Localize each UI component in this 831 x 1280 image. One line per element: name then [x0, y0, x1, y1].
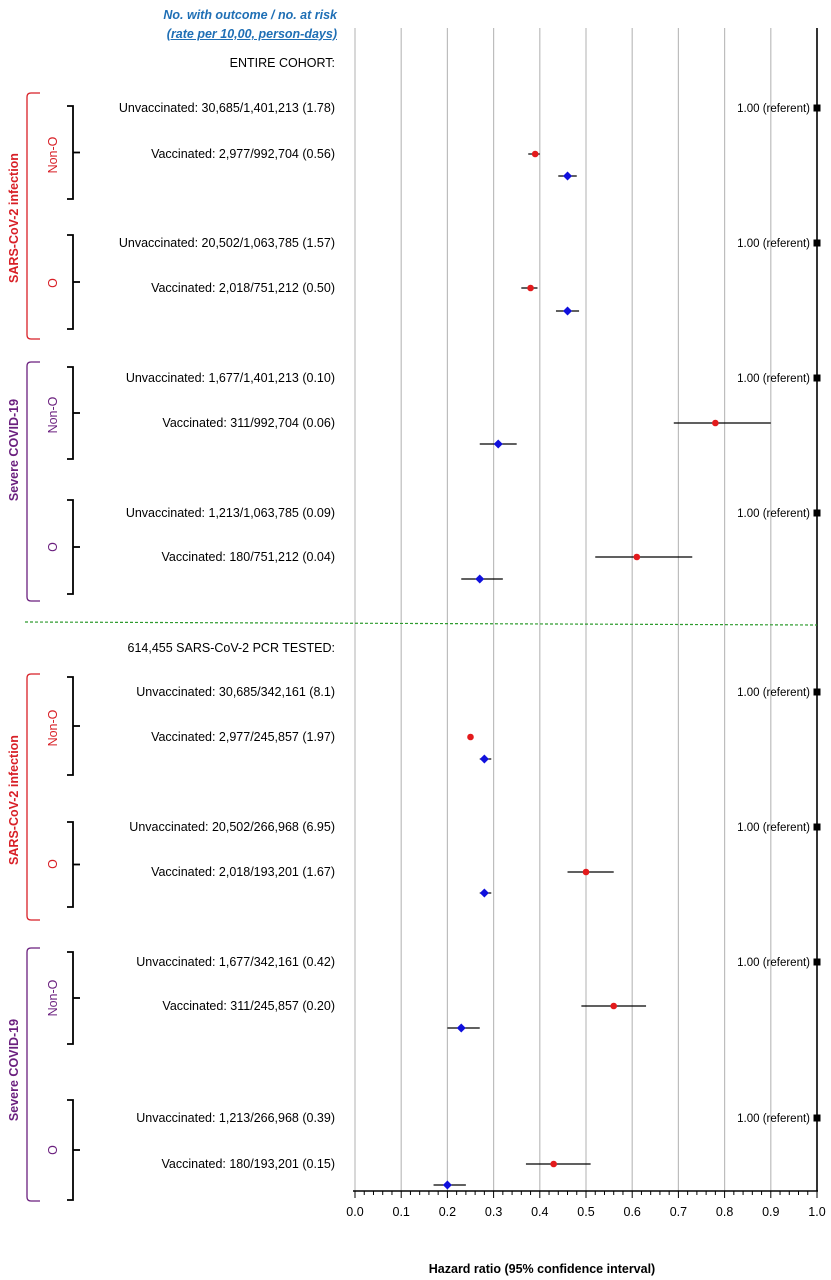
vaccinated-row-label: Vaccinated: 180/751,212 (0.04): [161, 550, 335, 564]
hr-marker-red: [633, 553, 641, 561]
referent-marker: [813, 688, 821, 696]
group-bracket: [67, 821, 74, 908]
section-title: ENTIRE COHORT:: [230, 56, 335, 70]
rate-header-line2: (rate per 10,00, person-days): [166, 27, 337, 41]
hr-marker-red: [610, 1002, 618, 1010]
outcome-label: Severe COVID-19: [7, 1019, 21, 1121]
x-tick-label: 0.1: [393, 1205, 410, 1219]
group-bracket: [67, 676, 74, 776]
referent-label: 1.00 (referent): [737, 1113, 810, 1125]
outcome-bracket: [26, 361, 40, 602]
vaccinated-row-label: Vaccinated: 180/193,201 (0.15): [161, 1157, 335, 1171]
unvaccinated-row-label: Unvaccinated: 30,685/342,161 (8.1): [136, 685, 335, 699]
x-tick-label: 0.3: [485, 1205, 502, 1219]
unvaccinated-row-label: Unvaccinated: 1,213/1,063,785 (0.09): [126, 506, 335, 520]
unvaccinated-row-label: Unvaccinated: 20,502/1,063,785 (1.57): [119, 236, 335, 250]
hr-marker-red: [550, 1160, 557, 1168]
section-title: 614,455 SARS-CoV-2 PCR TESTED:: [128, 641, 336, 655]
referent-label: 1.00 (referent): [737, 373, 810, 385]
group-bracket: [67, 1099, 74, 1201]
outcome-label: Severe COVID-19: [7, 399, 21, 501]
group-label: O: [46, 278, 60, 288]
unvaccinated-row-label: Unvaccinated: 1,213/266,968 (0.39): [136, 1111, 335, 1125]
section-divider: [24, 621, 818, 626]
hr-marker-blue: [475, 574, 485, 584]
referent-marker: [813, 104, 821, 112]
hr-marker-blue: [456, 1023, 466, 1033]
unvaccinated-row-label: Unvaccinated: 30,685/1,401,213 (1.78): [119, 101, 335, 115]
x-tick-label: 1.0: [808, 1205, 825, 1219]
x-tick-label: 0.4: [531, 1205, 548, 1219]
hr-marker-blue: [493, 439, 503, 449]
hr-marker-blue: [442, 1180, 452, 1190]
vaccinated-row-label: Vaccinated: 2,018/193,201 (1.67): [151, 865, 335, 879]
outcome-label: SARS-CoV-2 infection: [7, 735, 21, 865]
x-tick-label: 0.0: [346, 1205, 363, 1219]
vaccinated-row-label: Vaccinated: 2,977/245,857 (1.97): [151, 730, 335, 744]
referent-label: 1.00 (referent): [737, 103, 810, 115]
vaccinated-row-label: Vaccinated: 2,018/751,212 (0.50): [151, 281, 335, 295]
hr-marker-blue: [563, 171, 573, 181]
unvaccinated-row-label: Unvaccinated: 1,677/1,401,213 (0.10): [126, 371, 335, 385]
referent-marker: [813, 823, 821, 831]
group-label: Non-O: [46, 136, 60, 173]
referent-marker: [813, 509, 821, 517]
group-label: O: [46, 1145, 60, 1155]
hr-marker-blue: [479, 888, 489, 898]
outcome-bracket: [26, 92, 40, 340]
hr-marker-blue: [563, 306, 573, 316]
group-bracket: [67, 105, 74, 200]
referent-label: 1.00 (referent): [737, 822, 810, 834]
referent-label: 1.00 (referent): [737, 508, 810, 520]
referent-marker: [813, 958, 821, 966]
outcome-label: SARS-CoV-2 infection: [7, 153, 21, 283]
group-bracket: [67, 366, 74, 460]
hr-marker-red: [527, 284, 534, 292]
outcome-bracket: [26, 673, 40, 921]
x-tick-label: 0.6: [624, 1205, 641, 1219]
referent-marker: [813, 1114, 821, 1122]
referent-label: 1.00 (referent): [737, 957, 810, 969]
group-label: Non-O: [46, 396, 60, 433]
referent-label: 1.00 (referent): [737, 238, 810, 250]
vaccinated-row-label: Vaccinated: 311/245,857 (0.20): [162, 999, 335, 1013]
x-tick-label: 0.8: [716, 1205, 733, 1219]
referent-marker: [813, 239, 821, 247]
hr-marker-red: [467, 733, 474, 741]
rate-header-line1: No. with outcome / no. at risk: [163, 8, 337, 22]
hr-marker-red: [531, 150, 539, 158]
group-bracket: [67, 499, 74, 595]
outcome-bracket: [26, 947, 40, 1202]
unvaccinated-row-label: Unvaccinated: 20,502/266,968 (6.95): [129, 820, 335, 834]
group-label: Non-O: [46, 979, 60, 1016]
group-bracket: [67, 951, 74, 1045]
vaccinated-row-label: Vaccinated: 311/992,704 (0.06): [162, 416, 335, 430]
group-bracket: [67, 234, 74, 330]
group-label: Non-O: [46, 709, 60, 746]
x-tick-label: 0.7: [670, 1205, 687, 1219]
x-tick-label: 0.9: [762, 1205, 779, 1219]
vaccinated-row-label: Vaccinated: 2,977/992,704 (0.56): [151, 147, 335, 161]
group-label: O: [46, 542, 60, 552]
referent-marker: [813, 374, 821, 382]
x-axis-title: Hazard ratio (95% confidence interval): [429, 1262, 655, 1276]
x-tick-label: 0.2: [439, 1205, 456, 1219]
referent-label: 1.00 (referent): [737, 687, 810, 699]
group-label: O: [46, 859, 60, 869]
hr-marker-blue: [479, 754, 489, 764]
unvaccinated-row-label: Unvaccinated: 1,677/342,161 (0.42): [136, 955, 335, 969]
x-tick-label: 0.5: [577, 1205, 594, 1219]
hr-marker-red: [582, 868, 590, 876]
hr-marker-red: [712, 419, 719, 427]
